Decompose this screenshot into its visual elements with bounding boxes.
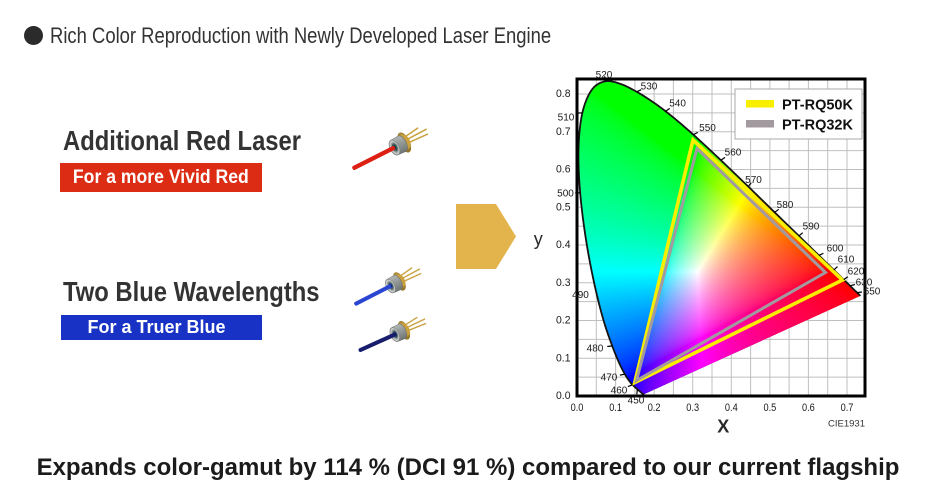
svg-text:610: 610: [838, 255, 855, 266]
svg-text:0.6: 0.6: [802, 402, 815, 414]
svg-text:650: 650: [864, 287, 881, 298]
svg-text:480: 480: [587, 344, 604, 355]
svg-text:630: 630: [856, 278, 873, 289]
svg-text:550: 550: [699, 123, 716, 134]
svg-text:470: 470: [601, 373, 618, 384]
svg-text:580: 580: [777, 200, 794, 211]
svg-text:0.3: 0.3: [686, 402, 699, 414]
svg-text:0.5: 0.5: [764, 402, 777, 414]
svg-text:570: 570: [745, 175, 762, 186]
svg-text:0.1: 0.1: [609, 402, 622, 414]
svg-text:460: 460: [611, 386, 628, 397]
svg-text:0.4: 0.4: [556, 239, 571, 251]
svg-text:0.5: 0.5: [556, 202, 571, 214]
svg-text:600: 600: [827, 244, 844, 255]
svg-text:500: 500: [557, 189, 574, 200]
svg-text:590: 590: [803, 222, 820, 233]
svg-text:0.7: 0.7: [556, 126, 571, 138]
svg-text:0.6: 0.6: [556, 164, 571, 176]
svg-text:620: 620: [848, 267, 865, 278]
svg-text:490: 490: [572, 290, 589, 301]
svg-text:540: 540: [669, 99, 686, 110]
svg-text:PT-RQ32K: PT-RQ32K: [782, 117, 853, 134]
svg-text:560: 560: [725, 148, 742, 159]
svg-text:0.7: 0.7: [841, 402, 854, 414]
svg-text:0.0: 0.0: [571, 402, 584, 414]
svg-text:0.1: 0.1: [556, 352, 571, 364]
svg-text:X: X: [717, 417, 729, 437]
svg-text:0.2: 0.2: [556, 315, 571, 327]
svg-text:0.2: 0.2: [648, 402, 661, 414]
svg-text:450: 450: [628, 396, 645, 407]
svg-text:0.4: 0.4: [725, 402, 738, 414]
svg-text:CIE1931: CIE1931: [828, 419, 865, 430]
svg-text:0.8: 0.8: [556, 88, 571, 100]
svg-text:0.0: 0.0: [556, 390, 571, 402]
svg-text:PT-RQ50K: PT-RQ50K: [782, 97, 853, 114]
svg-text:0.3: 0.3: [556, 277, 571, 289]
svg-text:y: y: [534, 229, 543, 249]
svg-text:530: 530: [641, 82, 658, 93]
svg-text:520: 520: [596, 70, 613, 81]
svg-text:510: 510: [558, 113, 575, 124]
